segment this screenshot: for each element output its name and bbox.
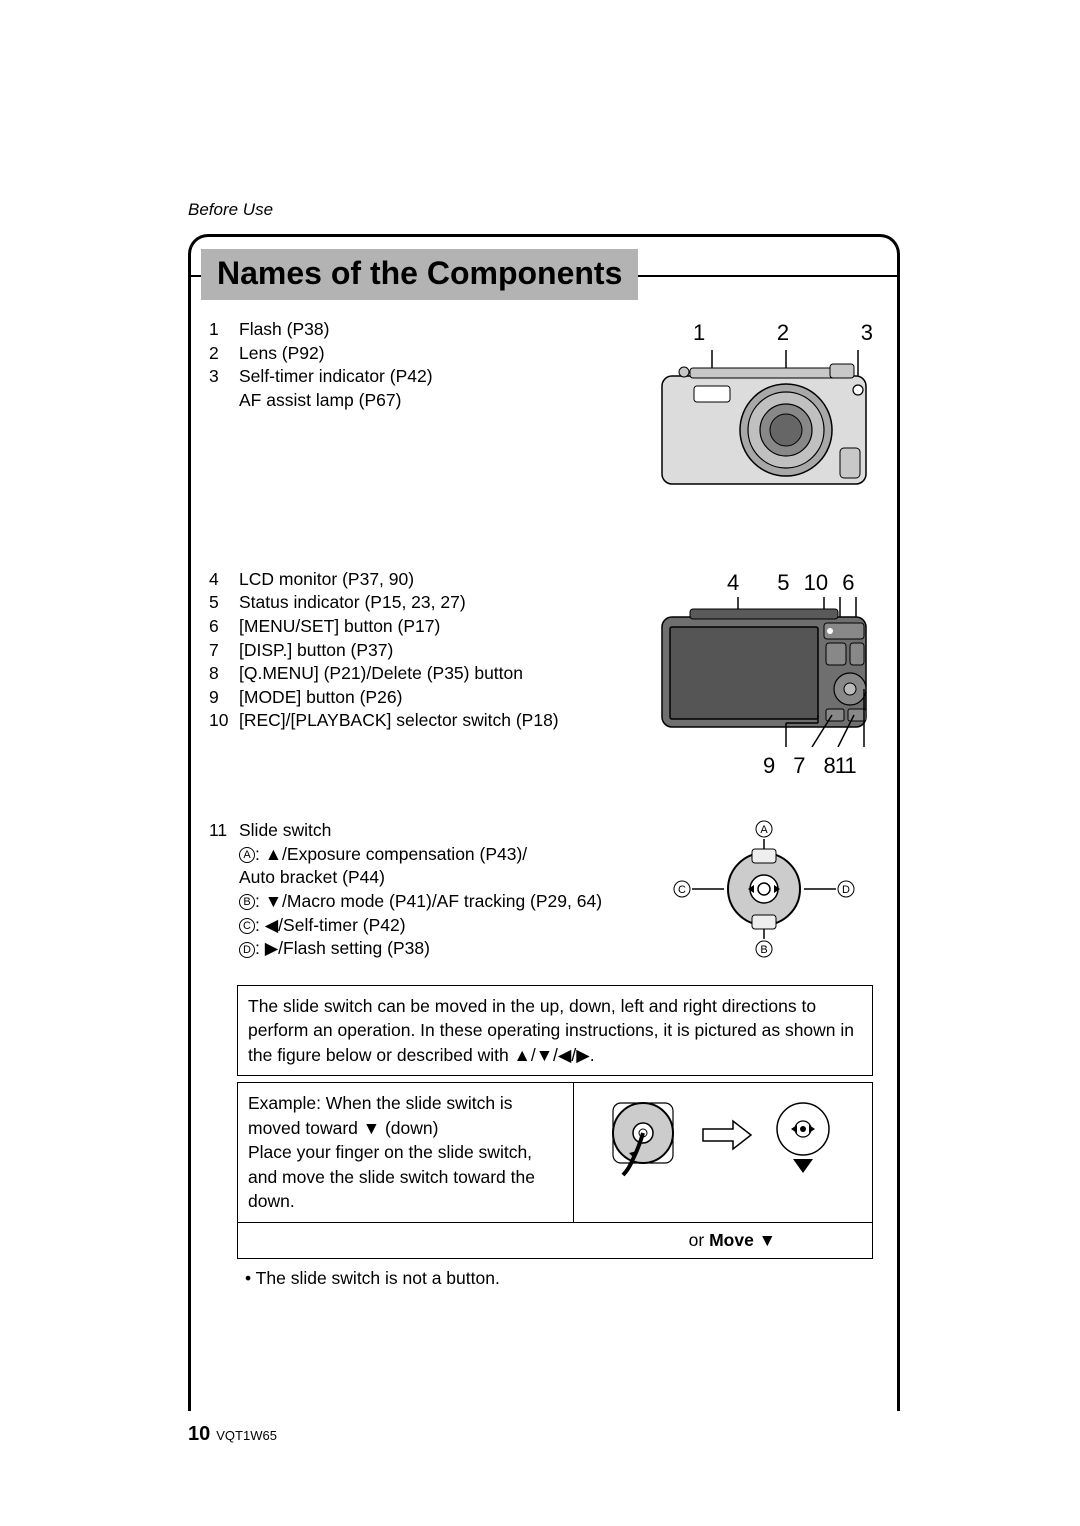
block-slide: 11 Slide switch A: ▲/Exposure compensati… [209, 819, 879, 961]
list-item: 9[MODE] button (P26) [209, 686, 649, 710]
example-text: Example: When the slide switch is moved … [237, 1082, 573, 1223]
slide-switch-diagram: A B C D [664, 819, 864, 959]
label-c-icon: C [239, 918, 255, 934]
content-frame: Names of the Components 1Flash (P38) 2Le… [188, 234, 900, 1411]
example-grid: Example: When the slide switch is moved … [237, 1082, 873, 1223]
camera-back-diagram [654, 597, 874, 747]
block-back: 4LCD monitor (P37, 90) 5Status indicator… [209, 568, 879, 781]
list-item: 7[DISP.] button (P37) [209, 639, 649, 663]
back-callout-top: 4 5 10 6 [649, 568, 879, 598]
example-caption: or Move ▼ [237, 1223, 873, 1260]
list-item: 2Lens (P92) [209, 342, 649, 366]
svg-text:A: A [760, 824, 768, 836]
section-header: Before Use [188, 200, 900, 220]
example-figures [573, 1082, 873, 1223]
list-item: 3Self-timer indicator (P42) AF assist la… [209, 365, 649, 412]
list-front: 1Flash (P38) 2Lens (P92) 3Self-timer ind… [209, 318, 649, 413]
title-band: Names of the Components [201, 249, 887, 300]
front-callout-numbers: 1 2 3 [649, 318, 879, 350]
camera-front-diagram [654, 350, 874, 490]
note-box: The slide switch can be moved in the up,… [237, 985, 873, 1077]
list-item: 4LCD monitor (P37, 90) [209, 568, 649, 592]
list-item: 10[REC]/[PLAYBACK] selector switch (P18) [209, 709, 649, 733]
back-callout-bottom: 9 7 811 [649, 751, 879, 781]
svg-text:D: D [842, 884, 850, 896]
label-a-icon: A [239, 847, 255, 863]
label-b-icon: B [239, 894, 255, 910]
label-d-icon: D [239, 942, 255, 958]
list-item: 6[MENU/SET] button (P17) [209, 615, 649, 639]
list-item: 5Status indicator (P15, 23, 27) [209, 591, 649, 615]
list-slide: 11 Slide switch A: ▲/Exposure compensati… [209, 819, 649, 961]
block-front: 1Flash (P38) 2Lens (P92) 3Self-timer ind… [209, 318, 879, 490]
page-title: Names of the Components [201, 249, 638, 300]
bullet-note: • The slide switch is not a button. [245, 1267, 879, 1291]
list-item: 8[Q.MENU] (P21)/Delete (P35) button [209, 662, 649, 686]
page-footer: 10VQT1W65 [188, 1423, 277, 1446]
list-item: 11 Slide switch A: ▲/Exposure compensati… [209, 819, 649, 961]
svg-text:C: C [678, 884, 686, 896]
svg-text:B: B [760, 944, 767, 956]
list-back: 4LCD monitor (P37, 90) 5Status indicator… [209, 568, 649, 733]
list-item: 1Flash (P38) [209, 318, 649, 342]
